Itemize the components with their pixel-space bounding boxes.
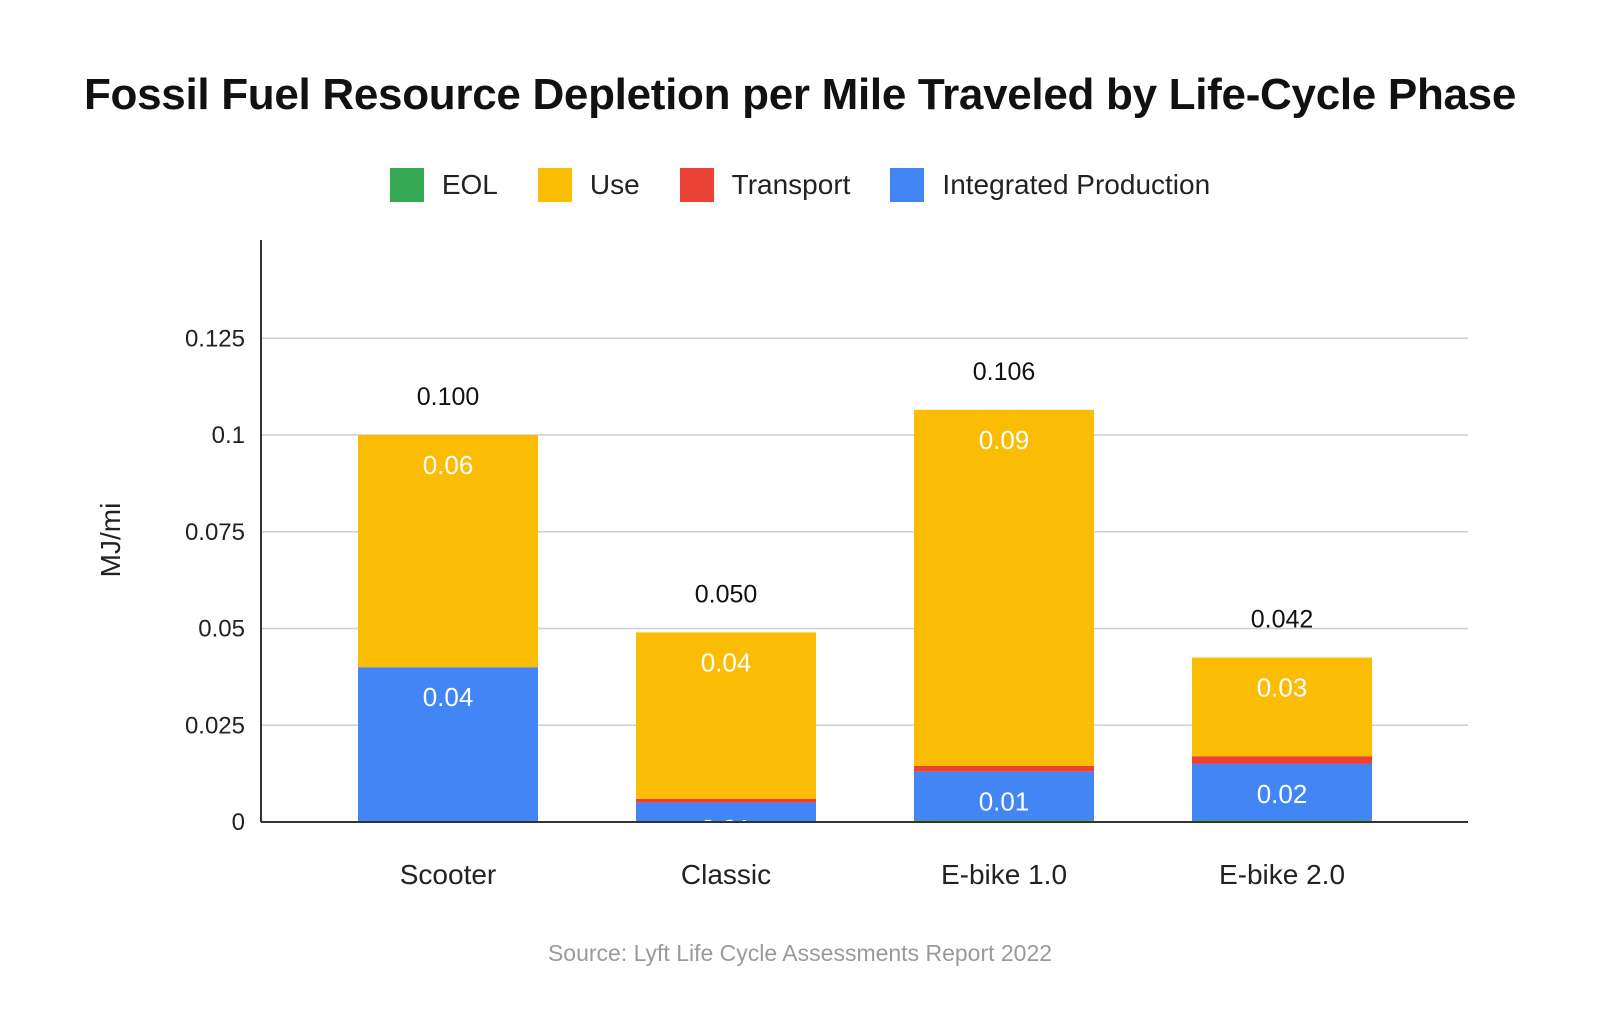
chart-title: Fossil Fuel Resource Depletion per Mile … (83, 70, 1517, 119)
bar-total-label: 0.100 (417, 383, 480, 411)
bar-segment-label: 0.09 (979, 425, 1030, 455)
bar-total-label: 0.106 (973, 358, 1036, 386)
bar-segment-label: 0.04 (701, 647, 752, 677)
y-tick-label: 0.05 (198, 616, 245, 643)
legend-swatch-integrated-production (890, 168, 925, 202)
bar-segment-label: 0.02 (1257, 779, 1308, 809)
legend-item-eol: EOL (389, 168, 498, 202)
bar-segment-transport (636, 798, 816, 803)
bar-segment-transport (914, 765, 1094, 772)
bar-segment-label: 0.01 (979, 787, 1030, 817)
y-tick-label: 0.025 (185, 712, 245, 739)
y-tick-label: 0 (232, 809, 245, 836)
legend-label-integrated-production: Integrated Production (942, 169, 1211, 200)
x-category-label: E-bike 2.0 (1219, 859, 1345, 890)
legend-item-integrated-production: Integrated Production (890, 168, 1210, 202)
bar-segment-use (636, 632, 816, 799)
bar-segment-integrated-production (1192, 763, 1372, 821)
y-tick-label: 0.075 (185, 519, 245, 546)
legend-item-use: Use (537, 168, 640, 202)
legend-item-transport: Transport (679, 168, 851, 202)
x-category-label: E-bike 1.0 (941, 859, 1067, 890)
y-tick-label: 0.125 (185, 325, 245, 352)
bar-total-label: 0.042 (1251, 606, 1314, 634)
legend-label-use: Use (589, 169, 640, 200)
x-category-label: Classic (681, 859, 771, 890)
bar-segment-label: 0.04 (423, 682, 474, 712)
bar-segment-label: 0.06 (423, 450, 474, 480)
legend: EOL Use Transport Integrated Production (0, 168, 1600, 202)
source-note: Source: Lyft Life Cycle Assessments Repo… (547, 940, 1053, 966)
x-category-label: Scooter (400, 859, 497, 890)
bar-segment-integrated-production (636, 802, 816, 822)
bar-segment-integrated-production (358, 667, 538, 822)
legend-swatch-eol (389, 168, 424, 202)
y-axis-label: MJ/mi (95, 503, 126, 578)
bar-total-label: 0.050 (695, 580, 758, 608)
bar-segment-transport (1192, 756, 1372, 764)
legend-swatch-transport (679, 168, 714, 202)
bar-segment-label: 0.03 (1257, 673, 1308, 703)
bar-segment-integrated-production (914, 771, 1094, 821)
legend-label-eol: EOL (441, 169, 498, 200)
bar-segment-use (1192, 657, 1372, 757)
legend-label-transport: Transport (731, 169, 851, 200)
bar-segment-use (914, 409, 1094, 766)
bar-segment-label: 0.01 (701, 814, 752, 844)
legend-swatch-use (537, 168, 572, 202)
bar-segment-use (358, 435, 538, 668)
y-tick-label: 0.1 (212, 422, 245, 449)
